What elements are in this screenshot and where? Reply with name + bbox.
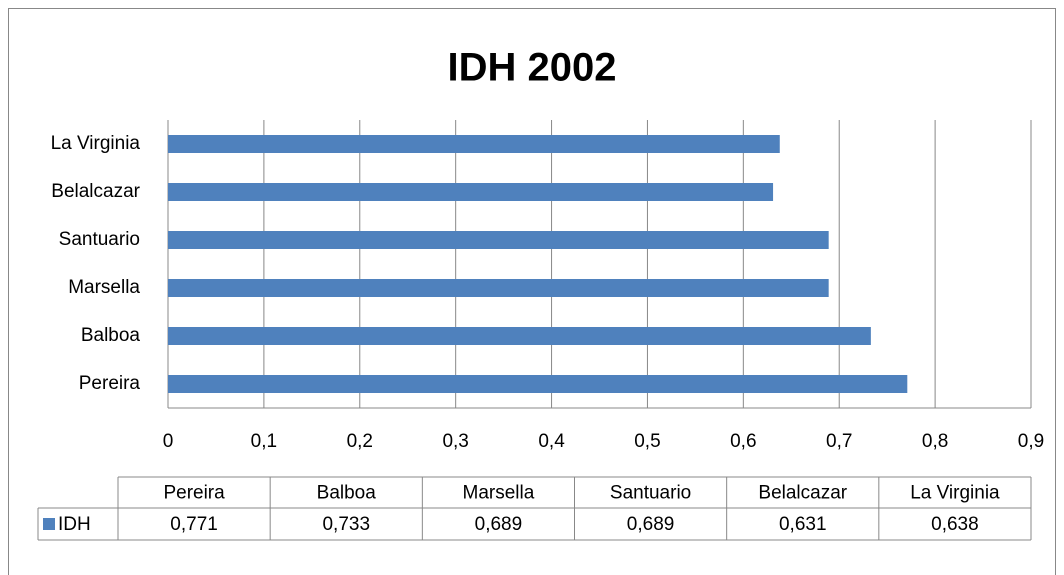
y-tick-label: La Virginia <box>51 133 141 154</box>
x-tick-label: 0,7 <box>826 431 852 452</box>
y-tick-label: Santuario <box>59 229 140 250</box>
table-header: Pereira <box>163 483 225 504</box>
data-label: 0,733 <box>322 514 370 535</box>
y-tick-label: Pereira <box>79 373 141 394</box>
table-header: Marsella <box>463 483 535 504</box>
data-label: 0,771 <box>170 514 218 535</box>
table-header: La Virginia <box>910 483 1000 504</box>
bar <box>168 279 829 297</box>
y-tick-label: Marsella <box>68 277 140 298</box>
legend-swatch <box>43 518 55 530</box>
bar <box>168 231 829 249</box>
x-tick-label: 0,4 <box>538 431 565 452</box>
x-tick-label: 0,9 <box>1018 431 1044 452</box>
x-tick-label: 0,1 <box>251 431 277 452</box>
x-tick-label: 0,5 <box>634 431 660 452</box>
bar <box>168 183 774 201</box>
x-tick-label: 0,2 <box>347 431 373 452</box>
table-header: Balboa <box>317 483 377 504</box>
bar <box>168 327 871 345</box>
data-label: 0,689 <box>627 514 675 535</box>
data-label: 0,638 <box>931 514 979 535</box>
x-tick-label: 0,8 <box>922 431 948 452</box>
bar <box>168 135 780 153</box>
x-tick-label: 0,3 <box>442 431 468 452</box>
data-label: 0,689 <box>475 514 523 535</box>
table-header: Belalcazar <box>758 483 847 504</box>
bar <box>168 375 908 393</box>
data-label: 0,631 <box>779 514 827 535</box>
x-tick-label: 0,6 <box>730 431 756 452</box>
y-tick-label: Balboa <box>81 325 141 346</box>
table-header: Santuario <box>610 483 691 504</box>
legend-label: IDH <box>58 514 91 535</box>
x-tick-label: 0 <box>163 431 174 452</box>
chart-title: IDH 2002 <box>448 46 617 90</box>
y-tick-label: Belalcazar <box>51 181 140 202</box>
